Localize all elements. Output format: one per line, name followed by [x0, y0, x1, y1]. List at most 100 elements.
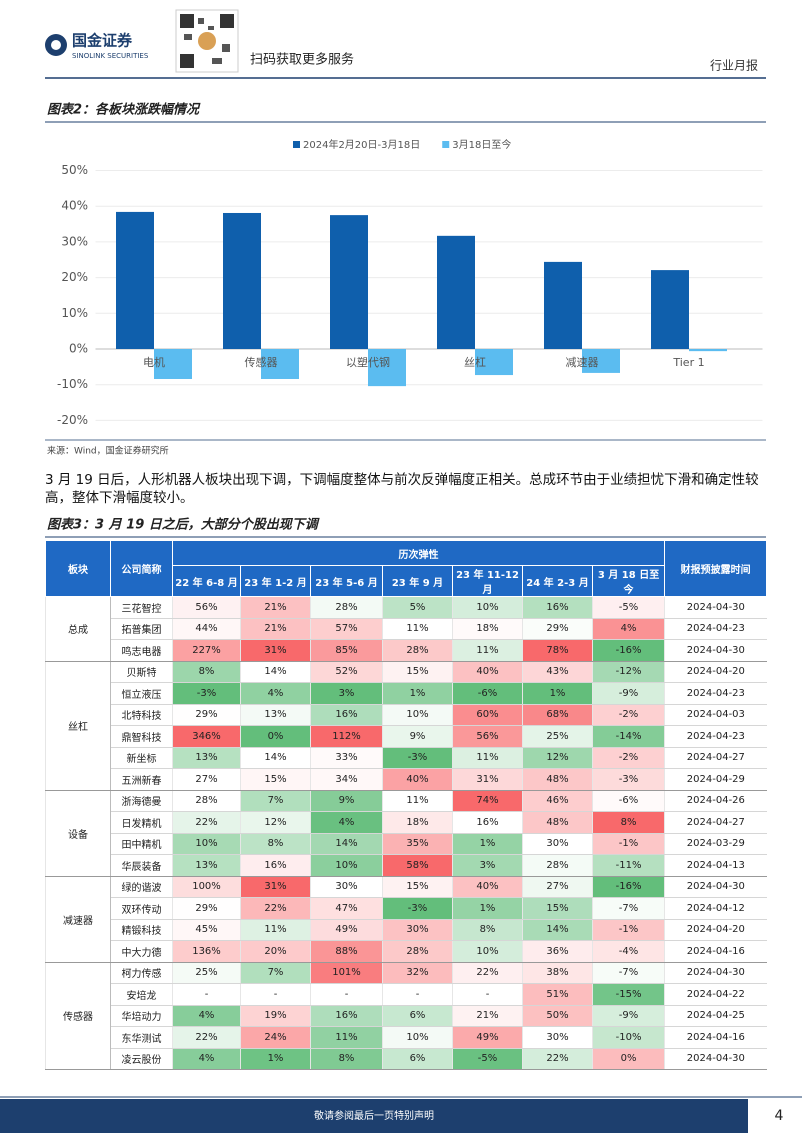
date-cell: 2024-04-29 [664, 768, 767, 791]
value-cell: -7% [591, 962, 665, 984]
value-cell: 31% [240, 639, 311, 662]
qr-caption: 扫码获取更多服务 [250, 52, 354, 68]
table-row: 华辰装备 13% 16% 10% 58% 3% 28% -11% 2024-04-13 [46, 854, 767, 877]
value-cell: - [382, 983, 453, 1006]
company-cell: 贝斯特 [110, 661, 173, 683]
value-cell: 1% [452, 897, 523, 920]
value-cell: 22% [172, 1026, 241, 1049]
value-cell: 15% [522, 897, 593, 920]
footer-bar [0, 1099, 748, 1133]
legend-label: 3月18日至今 [452, 138, 511, 151]
value-cell: 30% [382, 919, 453, 941]
date-cell: 2024-04-20 [664, 919, 767, 941]
value-cell: 3% [452, 854, 523, 877]
bar [116, 211, 154, 349]
table-row: 总成 三花智控 56% 21% 28% 5% 10% 16% -5% 2024-04-30 [45, 596, 767, 662]
value-cell: 1% [240, 1048, 311, 1070]
value-cell: 60% [452, 704, 523, 726]
value-cell: 27% [172, 768, 241, 791]
value-cell: 47% [310, 897, 383, 920]
value-cell: 28% [382, 940, 453, 963]
value-cell: 11% [452, 747, 523, 769]
value-cell: 51% [522, 983, 593, 1006]
bar [651, 270, 689, 349]
logo-icon-inner [51, 40, 61, 50]
value-cell: 30% [522, 833, 593, 855]
value-cell: 1% [382, 682, 453, 705]
value-cell: 16% [310, 704, 383, 726]
y-tick-label: 50% [61, 163, 88, 177]
x-tick-label: 传感器 [245, 356, 278, 369]
table-row: 安培龙 - - - - -51% -15% 2024-04-22 [46, 983, 767, 1006]
column-header: 23 年 1-2 月 [240, 565, 311, 597]
column-header: 24 年 2-3 月 [522, 565, 593, 597]
value-cell: 13% [172, 854, 241, 877]
company-cell: 双环传动 [110, 897, 173, 920]
value-cell: 31% [240, 876, 311, 898]
table-row: 日发精机 22% 12% 4% 18% 16% 48% 8% 2024-04-27 [46, 811, 767, 834]
company-cell: 安培龙 [110, 983, 173, 1006]
value-cell: 112% [310, 725, 383, 748]
value-cell: 14% [240, 661, 311, 683]
company-cell: 五洲新春 [110, 768, 173, 791]
company-cell: 北特科技 [110, 704, 173, 726]
value-cell: 10% [452, 596, 523, 619]
value-cell: 4% [591, 618, 665, 640]
value-cell: 16% [522, 596, 593, 619]
date-cell: 2024-04-23 [664, 618, 767, 640]
value-cell: 9% [382, 725, 453, 748]
group-cell: 减速器 [45, 876, 111, 963]
company-cell: 日发精机 [110, 811, 173, 834]
bar [544, 261, 582, 349]
value-cell: 22% [240, 897, 311, 920]
value-cell: 4% [172, 1005, 241, 1027]
legend-swatch [293, 141, 300, 148]
date-cell: 2024-04-12 [664, 897, 767, 920]
value-cell: 14% [310, 833, 383, 855]
value-cell: 48% [522, 768, 593, 791]
company-cell: 精锻科技 [110, 919, 173, 941]
value-cell: 56% [172, 596, 241, 619]
value-cell: 8% [452, 919, 523, 941]
value-cell: -2% [591, 704, 665, 726]
table-row: 田中精机 10% 8% 14% 35% 1% 30% -1% 2024-03-29 [46, 833, 767, 855]
figure-title: 图表3：3 月 19 日之后，大部分个股出现下调 [47, 517, 320, 533]
value-cell: 18% [452, 618, 523, 640]
value-cell: 0% [240, 725, 311, 748]
figure-title: 图表2：各板块涨跌幅情况 [47, 102, 201, 118]
value-cell: 31% [452, 768, 523, 791]
date-cell: 2024-04-30 [664, 1048, 767, 1070]
column-header: 公司简称 [110, 540, 173, 597]
date-cell: 2024-04-27 [664, 747, 767, 769]
value-cell: 101% [310, 962, 383, 984]
column-header: 板块 [45, 540, 111, 597]
company-cell: 中大力德 [110, 940, 173, 963]
legend-swatch [442, 141, 450, 148]
value-cell: 40% [382, 768, 453, 791]
value-cell: 48% [522, 811, 593, 834]
date-cell: 2024-04-26 [664, 790, 767, 812]
value-cell: -16% [591, 876, 665, 898]
value-cell: 38% [522, 962, 593, 984]
company-cell: 华培动力 [110, 1005, 173, 1027]
column-header: 22 年 6-8 月 [172, 565, 241, 597]
value-cell: 7% [240, 962, 311, 984]
value-cell: 8% [591, 811, 665, 834]
value-cell: 36% [522, 940, 593, 963]
value-cell: 5% [382, 596, 453, 619]
table-row: 东华测试 22% 24% 11% 10% 49% 30% -10% 2024-04-16 [46, 1026, 767, 1049]
date-cell: 2024-04-27 [664, 811, 767, 834]
company-cell: 浙海德曼 [110, 790, 173, 812]
chart: -20% -10% 0% 10% 20% 30% 40% 50% 2024年2月20日-3月18… [57, 138, 763, 427]
x-tick-label: 电机 [143, 355, 165, 369]
value-cell: 13% [240, 704, 311, 726]
value-cell: -3% [382, 747, 453, 769]
y-tick-label: 40% [61, 199, 88, 213]
y-tick-label: 20% [61, 270, 88, 284]
value-cell: -5% [452, 1048, 523, 1070]
value-cell: -3% [382, 897, 453, 920]
value-cell: -1% [591, 833, 665, 855]
value-cell: 15% [382, 876, 453, 898]
date-cell: 2024-04-30 [664, 962, 767, 984]
